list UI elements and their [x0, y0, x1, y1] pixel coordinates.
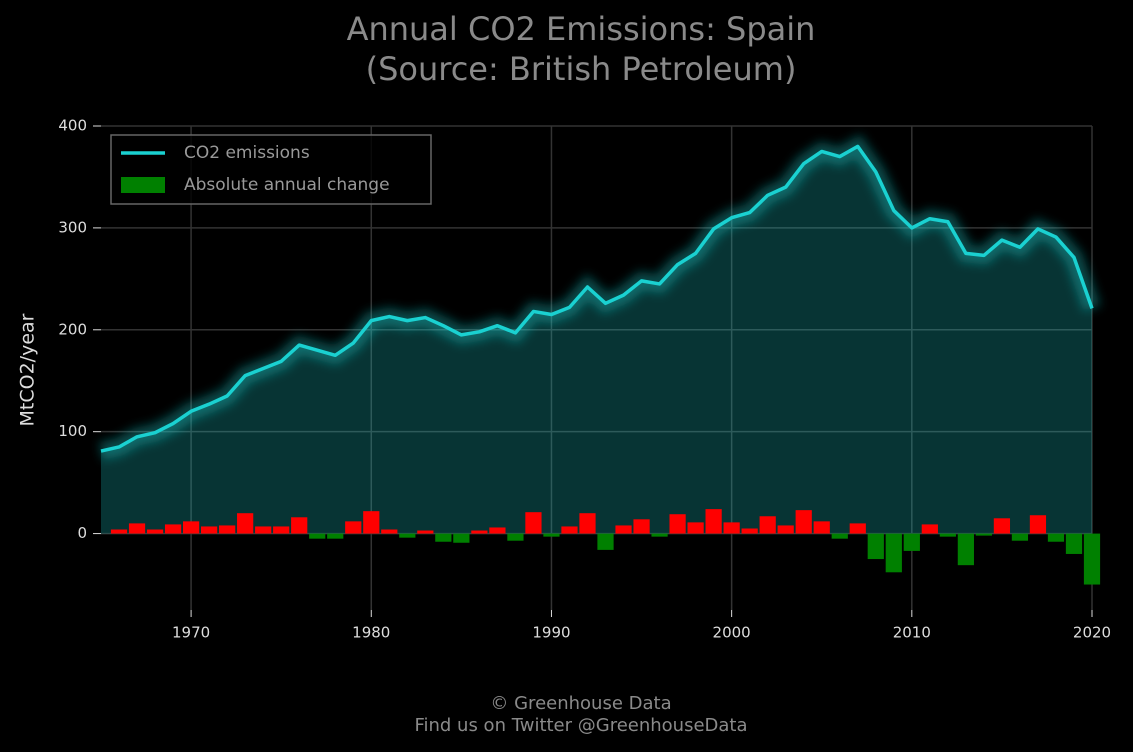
bar	[435, 533, 452, 542]
footer: Find us on Twitter @GreenhouseData	[414, 715, 747, 736]
x-tick-label: 1970	[172, 624, 210, 642]
bar	[237, 513, 254, 534]
bar	[363, 511, 380, 534]
legend-label: CO2 emissions	[184, 143, 310, 163]
bar	[777, 525, 794, 534]
bar	[867, 533, 884, 560]
bar	[813, 521, 830, 534]
y-tick-label: 300	[58, 218, 87, 236]
area	[101, 146, 1092, 534]
footer: © Greenhouse Data	[490, 693, 671, 714]
bar	[399, 533, 416, 538]
bar	[507, 533, 524, 541]
line	[100, 144, 1094, 453]
y-tick-label: 400	[58, 117, 87, 135]
bar	[255, 526, 272, 534]
bar	[633, 519, 650, 534]
bar	[579, 513, 596, 534]
bar	[759, 516, 776, 534]
bar	[381, 529, 398, 534]
bar	[1083, 533, 1101, 585]
bar	[201, 526, 218, 534]
bar	[182, 521, 200, 534]
chart-subtitle: (Source: British Petroleum)	[366, 50, 797, 88]
bar	[417, 530, 434, 534]
bar	[309, 533, 326, 539]
bar	[110, 529, 128, 534]
bar	[327, 533, 344, 539]
bar	[975, 533, 992, 536]
bar	[723, 522, 740, 534]
legend-label: Absolute annual change	[184, 175, 390, 195]
bar	[615, 525, 632, 534]
bar	[687, 522, 704, 534]
x-tick-label: 2020	[1073, 624, 1111, 642]
x-tick-label: 2010	[893, 624, 931, 642]
bar	[128, 523, 146, 534]
bar	[957, 533, 974, 566]
bar	[939, 533, 956, 537]
bar	[291, 517, 308, 534]
bar	[741, 528, 758, 534]
y-tick-label: 200	[58, 320, 87, 338]
x-tick-label: 2000	[713, 624, 751, 642]
bar	[993, 518, 1011, 534]
x-tick-label: 1990	[532, 624, 570, 642]
bar	[849, 523, 866, 534]
bar	[489, 527, 506, 534]
y-tick-label: 100	[58, 422, 87, 440]
bar	[219, 525, 236, 534]
bar	[885, 533, 902, 573]
bar	[921, 524, 938, 534]
bar	[1047, 533, 1065, 542]
bar	[903, 533, 920, 551]
legend-swatch	[121, 177, 165, 193]
y-axis-label: MtCO2/year	[17, 313, 39, 426]
x-tick-label: 1980	[352, 624, 390, 642]
bar	[561, 526, 578, 534]
bar	[1011, 533, 1029, 541]
bar	[669, 514, 686, 534]
bar	[597, 533, 614, 550]
bar	[453, 533, 470, 543]
bar	[525, 512, 542, 534]
bar	[345, 521, 362, 534]
bar	[273, 526, 290, 534]
y-tick-label: 0	[77, 524, 87, 542]
bar	[543, 533, 560, 537]
bar	[471, 530, 488, 534]
bar	[705, 509, 722, 534]
bar	[146, 529, 164, 534]
bar	[831, 533, 848, 539]
bar	[164, 524, 182, 534]
bar	[651, 533, 668, 537]
chart-title: Annual CO2 Emissions: Spain	[347, 10, 816, 48]
bar	[1065, 533, 1083, 554]
bar	[795, 510, 812, 534]
bar	[1029, 515, 1047, 534]
